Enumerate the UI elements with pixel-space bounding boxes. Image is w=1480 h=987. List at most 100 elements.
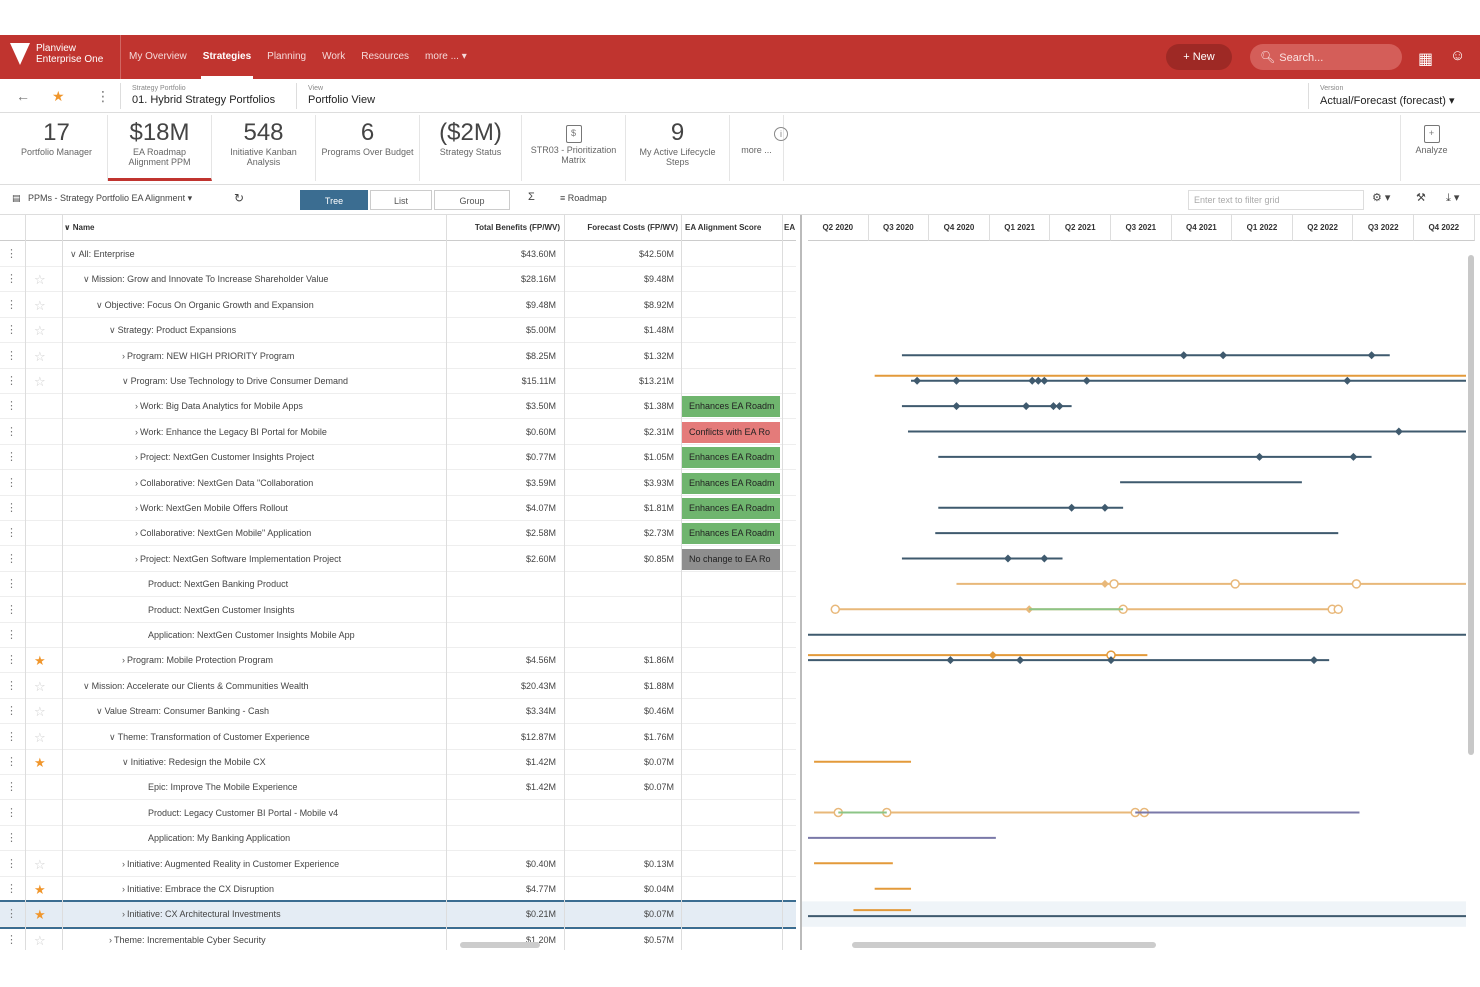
chevron-right-icon[interactable]: › [122, 909, 125, 920]
row-drag-handle-icon[interactable]: ⋮ [6, 756, 17, 768]
row-name[interactable]: › Program: NEW HIGH PRIORITY Program [122, 344, 294, 369]
chevron-right-icon[interactable]: › [135, 426, 138, 437]
row-name[interactable]: › Program: Mobile Protection Program [122, 648, 273, 673]
table-row[interactable]: ⋮ ★ › Initiative: CX Architectural Investme… [0, 900, 796, 930]
favorite-star-icon[interactable]: ★ [34, 882, 46, 897]
row-name[interactable]: ∨ Initiative: Redesign the Mobile CX [122, 750, 266, 775]
favorite-star-icon[interactable]: ★ [34, 653, 46, 669]
favorite-star-icon[interactable]: ☆ [34, 348, 46, 364]
milestone-marker[interactable] [1003, 554, 1012, 563]
grid-horizontal-scrollbar[interactable] [460, 942, 540, 948]
milestone-marker[interactable] [1055, 402, 1064, 411]
row-drag-handle-icon[interactable]: ⋮ [6, 298, 17, 311]
favorite-star-icon[interactable]: ★ [34, 755, 46, 770]
favorite-star-icon[interactable]: ☆ [34, 297, 46, 313]
phase-marker[interactable] [1109, 579, 1119, 589]
row-drag-handle-icon[interactable]: ⋮ [6, 857, 17, 870]
milestone-marker[interactable] [1394, 427, 1403, 436]
chevron-down-icon[interactable]: ∨ [109, 731, 116, 742]
row-drag-handle-icon[interactable]: ⋮ [6, 502, 17, 514]
tile-portfolio-manager[interactable]: 17 Portfolio Manager [6, 115, 108, 181]
milestone-marker[interactable] [1310, 656, 1319, 665]
chevron-right-icon[interactable]: › [122, 884, 125, 894]
chevron-right-icon[interactable]: › [122, 858, 125, 869]
row-name[interactable]: Epic: Improve The Mobile Experience [148, 775, 297, 800]
chevron-right-icon[interactable]: › [135, 477, 138, 488]
milestone-marker[interactable] [1100, 503, 1109, 512]
search-box[interactable]: 🔍︎ Search... [1250, 44, 1402, 70]
new-button[interactable]: + New [1166, 44, 1232, 70]
chevron-right-icon[interactable]: › [122, 655, 125, 666]
nav-item-3[interactable]: Work [322, 51, 346, 62]
back-arrow-icon[interactable]: ← [16, 88, 30, 104]
apps-grid-icon[interactable]: ▦ [1418, 51, 1434, 68]
table-row[interactable]: ⋮ ☆ ∨ Value Stream: Consumer Banking - Cash… [0, 699, 796, 725]
table-row[interactable]: ⋮ Epic: Improve The Mobile Experience $1.4… [0, 775, 796, 801]
row-drag-handle-icon[interactable]: ⋮ [6, 679, 17, 692]
favorite-star-icon[interactable]: ☆ [34, 272, 46, 288]
table-row[interactable]: ⋮ Product: NextGen Customer Insights [0, 598, 796, 623]
phase-marker[interactable] [830, 604, 841, 615]
row-drag-handle-icon[interactable]: ⋮ [6, 908, 17, 921]
row-name[interactable]: › Collaborative: NextGen Data "Collaborat… [135, 471, 313, 496]
milestone-marker[interactable] [1025, 605, 1034, 614]
row-name[interactable]: › Initiative: Embrace the CX Disruption [122, 877, 274, 902]
favorite-star-icon[interactable]: ★ [52, 88, 65, 104]
chevron-down-icon[interactable]: ∨ [70, 249, 77, 259]
milestone-marker[interactable] [1100, 579, 1109, 588]
row-drag-handle-icon[interactable]: ⋮ [6, 248, 17, 260]
row-drag-handle-icon[interactable]: ⋮ [6, 552, 17, 565]
table-row[interactable]: ⋮ ☆ ∨ Objective: Focus On Organic Growth an… [0, 293, 796, 318]
table-row[interactable]: ⋮ ∨ All: Enterprise $43.60M $42.50M [0, 242, 796, 267]
milestone-marker[interactable] [1040, 376, 1049, 385]
milestone-marker[interactable] [952, 376, 961, 385]
timeline-horizontal-scrollbar[interactable] [852, 942, 1156, 948]
version-selector[interactable]: Version Actual/Forecast (forecast) ▾ [1320, 85, 1455, 107]
table-row[interactable]: ⋮ › Collaborative: NextGen Mobile" Applica… [0, 521, 796, 547]
row-name[interactable]: › Project: NextGen Customer Insights Proj… [135, 445, 314, 470]
milestone-marker[interactable] [1022, 402, 1031, 411]
nav-item-4[interactable]: Resources [361, 51, 410, 62]
milestone-marker[interactable] [1034, 376, 1043, 385]
table-row[interactable]: ⋮ › Project: NextGen Software Implementati… [0, 547, 796, 572]
col-header-forecast-costs[interactable]: Forecast Costs (FP/WV) [587, 223, 678, 232]
chevron-right-icon[interactable]: › [135, 553, 138, 564]
chevron-right-icon[interactable]: › [109, 934, 112, 945]
tile-ea-roadmap[interactable]: $18M EA Roadmap Alignment PPM [108, 115, 212, 181]
row-name[interactable]: Product: NextGen Banking Product [148, 572, 288, 597]
milestone-marker[interactable] [1049, 402, 1058, 411]
strategy-portfolio-selector[interactable]: Strategy Portfolio 01. Hybrid Strategy P… [132, 85, 275, 106]
row-drag-handle-icon[interactable]: ⋮ [6, 654, 17, 667]
table-row[interactable]: ⋮ ☆ › Program: NEW HIGH PRIORITY Program $8.… [0, 344, 796, 369]
row-drag-handle-icon[interactable]: ⋮ [6, 806, 17, 819]
milestone-marker[interactable] [1082, 376, 1091, 385]
row-name[interactable]: › Work: Big Data Analytics for Mobile App… [135, 394, 303, 419]
col-header-total-benefits[interactable]: Total Benefits (FP/WV) [474, 223, 560, 232]
table-row[interactable]: ⋮ › Project: NextGen Customer Insights Pro… [0, 445, 796, 471]
milestone-marker[interactable] [952, 402, 961, 411]
row-drag-handle-icon[interactable]: ⋮ [6, 425, 17, 438]
roadmap-button[interactable]: ≡ Roadmap [560, 193, 607, 203]
list-view-button[interactable]: List [370, 190, 432, 210]
wrench-icon[interactable]: ⚒ [1416, 192, 1426, 204]
row-drag-handle-icon[interactable]: ⋮ [6, 883, 17, 895]
table-row[interactable]: ⋮ ★ › Initiative: Embrace the CX Disruption… [0, 877, 796, 902]
chevron-down-icon[interactable]: ∨ [96, 299, 103, 310]
chevron-down-icon[interactable]: ∨ [96, 706, 103, 717]
row-name[interactable]: › Work: Enhance the Legacy BI Portal for … [135, 420, 327, 445]
milestone-marker[interactable] [1067, 503, 1076, 512]
row-name[interactable]: ∨ Theme: Transformation of Customer Exper… [109, 725, 310, 750]
row-name[interactable]: ∨ Program: Use Technology to Drive Consum… [122, 369, 348, 394]
table-row[interactable]: ⋮ › Work: Big Data Analytics for Mobile Ap… [0, 394, 796, 420]
table-row[interactable]: ⋮ Product: Legacy Customer BI Portal - Mo… [0, 801, 796, 826]
table-row[interactable]: ⋮ ☆ ∨ Mission: Grow and Innovate To Increas… [0, 267, 796, 293]
row-drag-handle-icon[interactable]: ⋮ [6, 629, 17, 641]
row-drag-handle-icon[interactable]: ⋮ [6, 451, 17, 464]
milestone-marker[interactable] [1107, 656, 1115, 665]
chevron-down-icon[interactable]: ∨ [83, 680, 90, 691]
chevron-down-icon[interactable]: ∨ [109, 325, 116, 336]
tile-programs-over-budget[interactable]: 6 Programs Over Budget [316, 115, 420, 181]
favorite-star-icon[interactable]: ☆ [34, 374, 46, 389]
favorite-star-icon[interactable]: ☆ [34, 729, 46, 745]
row-name[interactable]: ∨ Value Stream: Consumer Banking - Cash [96, 699, 269, 724]
